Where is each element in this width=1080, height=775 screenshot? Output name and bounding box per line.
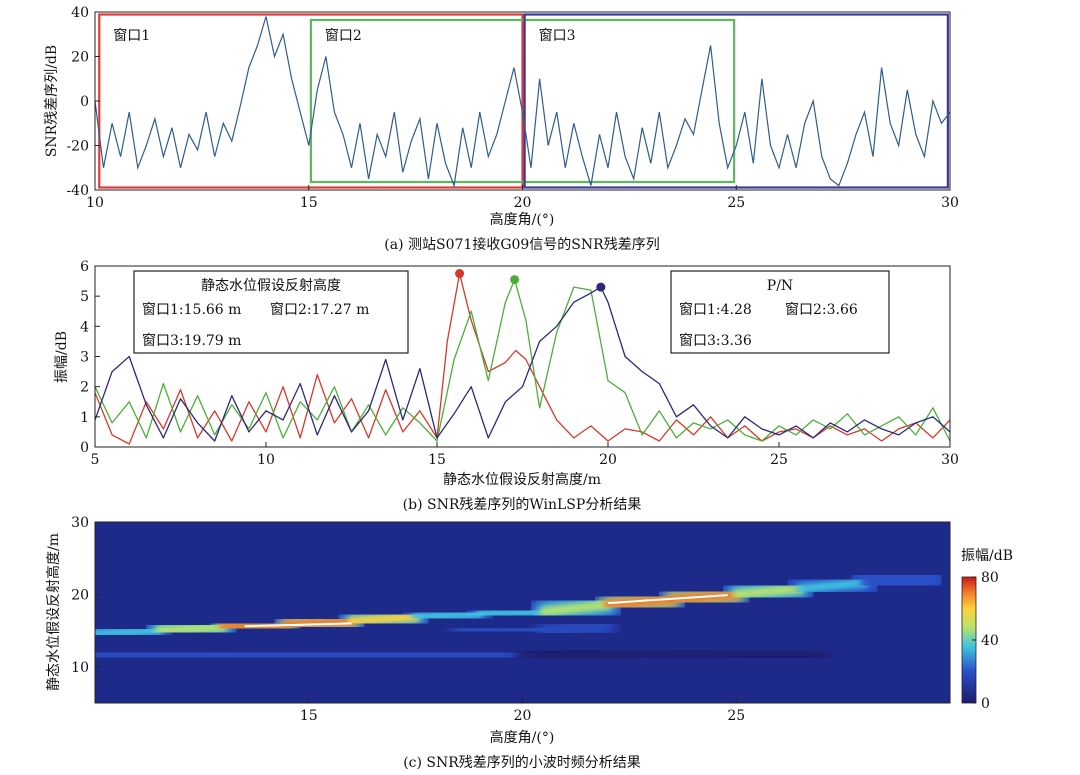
- y-tick-label: -40: [66, 183, 89, 199]
- y-tick-label: 0: [80, 94, 89, 110]
- x-tick-label: 15: [428, 452, 446, 468]
- heatmap-band-segment: [860, 573, 934, 588]
- y-tick-label: -20: [66, 139, 89, 155]
- colorbar-tick-label: 80: [981, 570, 999, 586]
- x-tick-label: 20: [514, 195, 532, 211]
- peak-marker: [455, 269, 465, 279]
- annotation-frame: [133, 270, 409, 354]
- peak-marker: [596, 282, 606, 292]
- x-axis-label: 高度角/(°): [490, 729, 555, 746]
- heatmap-band-segment: [95, 626, 164, 638]
- caption: (c) SNR残差序列的小波时频分析结果: [403, 755, 641, 771]
- annotation-box-heights: 静态水位假设反射高度 窗口1:15.66 m 窗口2:17.27 m 窗口3:1…: [133, 270, 409, 354]
- heatmap-band-segment: [347, 612, 421, 626]
- annotation-line: 窗口1:4.28: [679, 301, 752, 318]
- window-label: 窗口1: [113, 27, 150, 44]
- x-ticks: 5 10 15 20 25 30: [91, 442, 959, 468]
- annotation-box-pn: P/N 窗口1:4.28 窗口2:3.66 窗口3:3.36: [670, 270, 890, 354]
- heatmap-band-segment: [411, 609, 485, 622]
- x-tick-label: 15: [300, 708, 318, 724]
- y-tick-label: 4: [80, 319, 89, 335]
- heatmap-band-segment: [513, 643, 831, 665]
- x-tick-label: 20: [514, 708, 532, 724]
- x-ticks: 10 15 20 25 30: [86, 185, 959, 211]
- caption: (b) SNR残差序列的WinLSP分析结果: [403, 497, 642, 513]
- window-rect: [523, 13, 949, 189]
- x-tick-label: 30: [941, 195, 959, 211]
- colorbar-label: 振幅/dB: [961, 548, 1013, 564]
- annotation-title: P/N: [767, 278, 793, 294]
- heatmap-band-segment: [731, 584, 805, 599]
- heatmap-band-segment: [475, 607, 549, 619]
- x-tick-label: 30: [941, 452, 959, 468]
- heatmap-bands: [95, 560, 946, 665]
- heatmap-band-segment: [154, 622, 228, 636]
- y-tick-label: 10: [71, 660, 89, 676]
- heatmap-band-segment: [539, 600, 613, 617]
- x-tick-label: 10: [257, 452, 275, 468]
- y-axis-label: 静态水位假设反射高度/m: [45, 533, 62, 691]
- x-tick-label: 25: [727, 195, 745, 211]
- y-ticks: 0 1 2 3 4 5 6: [80, 259, 100, 456]
- series-line: [95, 278, 950, 442]
- heatmap-band-segment: [214, 644, 532, 665]
- colorbar-tick-label: 40: [981, 633, 999, 649]
- y-tick-label: 40: [71, 5, 89, 21]
- annotation-line: 窗口2:17.27 m: [270, 301, 369, 318]
- panel-b: 5 10 15 20 25 30 0 1 2 3 4 5 6 静态水位假设反射高度 窗口1:15.66…: [54, 259, 959, 513]
- x-tick-label: 15: [300, 195, 318, 211]
- window-rect: [309, 18, 736, 184]
- ridge-line: [244, 622, 352, 628]
- x-axis-label: 静态水位假设反射高度/m: [443, 471, 601, 488]
- x-tick-label: 25: [727, 708, 745, 724]
- x-tick-label: 20: [599, 452, 617, 468]
- y-tick-label: 20: [71, 50, 89, 66]
- annotation-frame: [670, 270, 890, 354]
- caption: (a) 测站S071接收G09信号的SNR残差序列: [384, 236, 659, 253]
- heatmap-band-segment: [95, 644, 233, 665]
- x-tick-label: 10: [86, 195, 104, 211]
- panel-a: 窗口1 窗口2 窗口3 10 15 20 25 30 -40 -20 0 20 40 高度角/(°)…: [44, 5, 959, 253]
- y-tick-label: 30: [71, 515, 89, 531]
- annotation-line: 窗口3:3.36: [679, 332, 752, 349]
- heatmap-band-segment: [795, 578, 869, 594]
- annotation-line: 窗口3:19.79 m: [142, 332, 241, 349]
- annotation-line: 窗口2:3.66: [785, 301, 858, 318]
- y-ticks: -40 -20 0 20 40: [66, 5, 100, 199]
- series-line: [95, 16, 950, 188]
- ridge-line: [607, 594, 728, 605]
- window-rectangles: 窗口1 窗口2 窗口3: [98, 13, 949, 189]
- x-axis-label: 高度角/(°): [490, 211, 555, 228]
- y-tick-label: 20: [71, 587, 89, 603]
- y-tick-label: 3: [80, 350, 89, 366]
- x-tick-label: 25: [770, 452, 788, 468]
- window-label: 窗口3: [539, 27, 576, 44]
- y-tick-label: 5: [80, 289, 89, 305]
- colorbar-tick-label: 0: [981, 696, 990, 712]
- series-line: [95, 286, 950, 442]
- series-lines: [95, 272, 950, 445]
- window-label: 窗口2: [325, 27, 362, 44]
- panel-c: 15 20 25 10 20 30 高度角/(°) 静态水位假设反射高度/m (c) S…: [45, 515, 1013, 771]
- y-axis-label: SNR残差序列/dB: [44, 45, 60, 157]
- heatmap-band-segment: [535, 618, 616, 639]
- annotation-line: 窗口1:15.66 m: [142, 301, 241, 318]
- x-ticks: 15 20 25: [300, 698, 745, 724]
- peak-markers: [455, 269, 606, 292]
- y-tick-label: 6: [80, 259, 89, 275]
- peak-marker: [510, 275, 520, 285]
- colorbar-ticks: 0 40 80: [972, 570, 999, 712]
- colorbar: 振幅/dB 0 40 80: [961, 548, 1013, 712]
- annotation-title: 静态水位假设反射高度: [201, 277, 341, 294]
- y-ticks: 10 20 30: [71, 515, 100, 676]
- y-tick-label: 0: [80, 440, 89, 456]
- series-line: [95, 272, 950, 445]
- y-tick-label: 2: [80, 380, 89, 396]
- series-lines: [95, 16, 950, 188]
- y-tick-label: 1: [80, 410, 89, 426]
- y-axis-label: 振幅/dB: [54, 331, 70, 383]
- x-tick-label: 5: [91, 452, 100, 468]
